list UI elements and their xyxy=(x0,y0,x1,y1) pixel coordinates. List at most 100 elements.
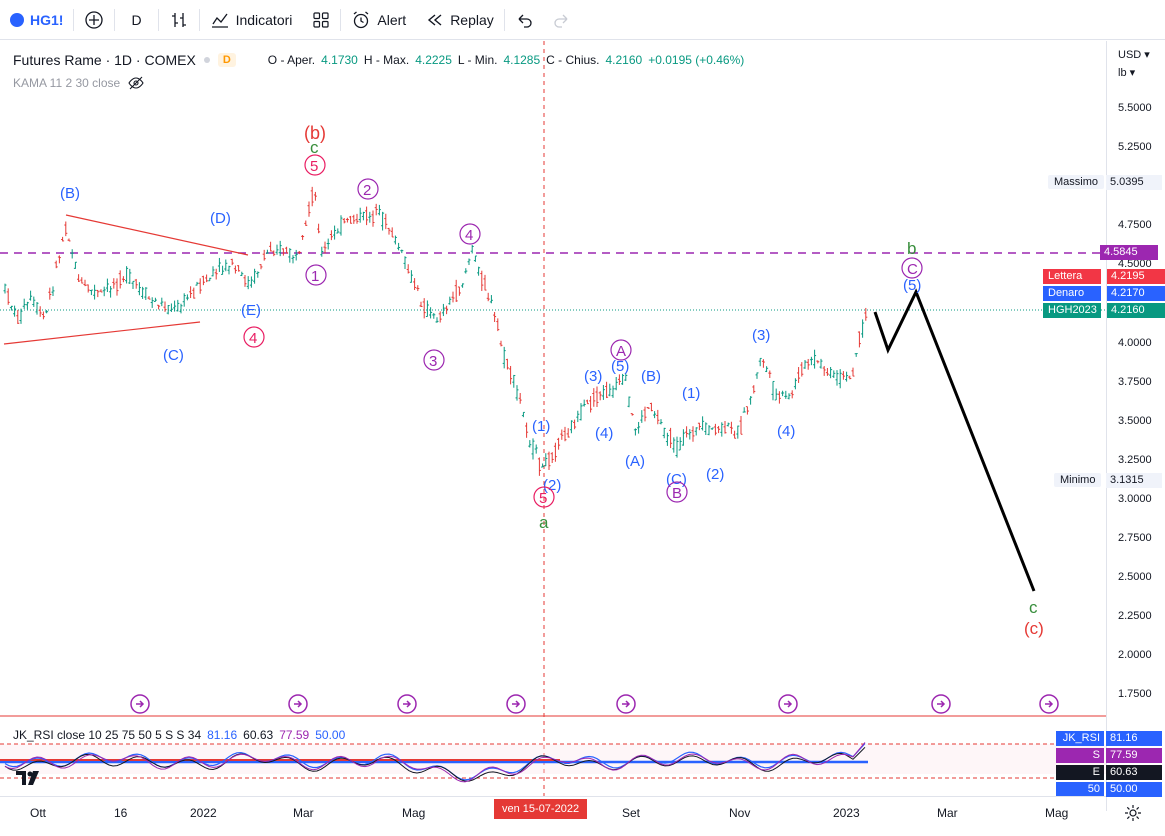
wave-circle xyxy=(357,178,379,200)
price-bar xyxy=(45,310,49,314)
price-bar xyxy=(275,244,279,255)
price-bar xyxy=(272,250,276,257)
price-bar xyxy=(816,360,820,364)
symbol-badge: HGH2023 4.2160 xyxy=(1043,303,1165,318)
price-bar xyxy=(189,286,193,299)
wave-label: a xyxy=(539,513,549,532)
price-bar xyxy=(342,218,346,224)
price-bar xyxy=(445,305,449,315)
rsi-badge: S 77.59 xyxy=(1056,748,1162,763)
price-bar xyxy=(157,304,161,310)
replay-button[interactable]: Replay xyxy=(416,0,504,40)
price-bar xyxy=(630,413,634,416)
wave-label: (1) xyxy=(532,418,550,435)
interval-label: D xyxy=(131,11,142,28)
symbol-search[interactable]: HG1! xyxy=(0,0,73,40)
kama-legend[interactable]: KAMA 11 2 30 close xyxy=(13,76,144,90)
tradingview-logo[interactable] xyxy=(14,767,42,789)
price-bar xyxy=(214,268,218,280)
price-bar xyxy=(835,370,839,386)
price-bar xyxy=(733,430,737,439)
price-bar xyxy=(672,437,676,453)
price-bar xyxy=(25,301,29,310)
chart-type-button[interactable] xyxy=(159,0,199,40)
event-marker-icon xyxy=(931,694,951,714)
price-bar xyxy=(253,268,257,284)
price-bar xyxy=(861,319,865,338)
chart-title[interactable]: Futures Rame · 1D · COMEX xyxy=(13,52,196,68)
price-bar xyxy=(265,249,269,254)
price-bar xyxy=(736,425,740,439)
price-bar xyxy=(509,365,513,385)
price-bar xyxy=(419,301,423,308)
eye-hidden-icon[interactable] xyxy=(128,76,144,90)
ask-badge: Lettera 4.2195 xyxy=(1043,269,1165,284)
price-bar xyxy=(467,258,471,266)
price-bar xyxy=(723,421,727,434)
price-bar xyxy=(464,268,468,274)
price-bar xyxy=(89,289,93,296)
templates-button[interactable] xyxy=(302,0,340,40)
time-tick-label: 2023 xyxy=(833,806,860,820)
redo-button[interactable] xyxy=(543,0,581,40)
wave-label: (E) xyxy=(241,302,261,319)
rsi-badge: JK_RSI 81.16 xyxy=(1056,731,1162,746)
price-axis[interactable] xyxy=(1106,41,1165,811)
price-bar xyxy=(659,419,663,425)
rsi-value: 81.16 xyxy=(207,728,238,742)
price-bar xyxy=(358,207,362,223)
price-bar xyxy=(576,410,580,423)
wave-label: (1) xyxy=(682,385,700,402)
event-markers[interactable] xyxy=(130,694,1059,714)
unit-select[interactable]: lb ▾ xyxy=(1118,67,1136,79)
ohlc-values: O - Aper. 4.1730 H - Max. 4.2225 L - Min. 4… xyxy=(268,53,745,67)
price-bar xyxy=(534,444,538,454)
undo-button[interactable] xyxy=(505,0,543,40)
price-bar xyxy=(720,422,724,437)
price-tick-label: 3.2500 xyxy=(1118,454,1152,466)
price-bar xyxy=(374,203,378,216)
rsi-legend[interactable]: JK_RSI close 10 25 75 50 5 S S 34 81.16 … xyxy=(13,728,345,742)
price-bar xyxy=(323,241,327,254)
price-bar xyxy=(605,381,609,399)
price-bar xyxy=(230,258,234,266)
price-bar xyxy=(384,213,388,230)
time-axis[interactable] xyxy=(0,796,1106,836)
currency-select[interactable]: USD ▾ xyxy=(1118,49,1150,61)
price-bar xyxy=(211,266,215,277)
price-bar xyxy=(416,285,420,292)
price-bar xyxy=(851,367,855,377)
price-bar xyxy=(361,211,365,221)
compare-button[interactable] xyxy=(74,0,114,40)
price-bar xyxy=(643,406,647,422)
price-bar xyxy=(601,385,605,400)
price-bar xyxy=(409,270,413,283)
redo-icon xyxy=(554,14,568,28)
wave-label: (3) xyxy=(752,327,770,344)
price-bar xyxy=(397,242,401,251)
price-bar xyxy=(285,246,289,254)
price-bar xyxy=(739,415,743,435)
price-bar xyxy=(422,298,426,319)
price-bar xyxy=(160,297,164,307)
triangle-lower-line xyxy=(3,321,201,345)
price-bar xyxy=(144,287,148,300)
price-bar xyxy=(598,391,602,401)
price-bar xyxy=(64,221,68,237)
alert-button[interactable]: Alert xyxy=(341,0,416,40)
price-bar xyxy=(614,376,618,391)
interval-button[interactable]: D xyxy=(115,0,157,40)
rsi-badge: 50 50.00 xyxy=(1056,782,1162,797)
price-bar xyxy=(550,452,554,463)
tv-logo-icon xyxy=(16,771,39,785)
price-bar xyxy=(400,249,404,254)
symbol-logo-icon xyxy=(10,12,24,27)
price-bar xyxy=(35,301,39,315)
settings-button[interactable] xyxy=(1124,804,1142,827)
price-bar xyxy=(611,385,615,398)
price-bar xyxy=(278,240,282,257)
price-bar xyxy=(512,374,516,388)
indicators-button[interactable]: Indicatori xyxy=(200,0,303,40)
price-bar xyxy=(777,391,781,404)
